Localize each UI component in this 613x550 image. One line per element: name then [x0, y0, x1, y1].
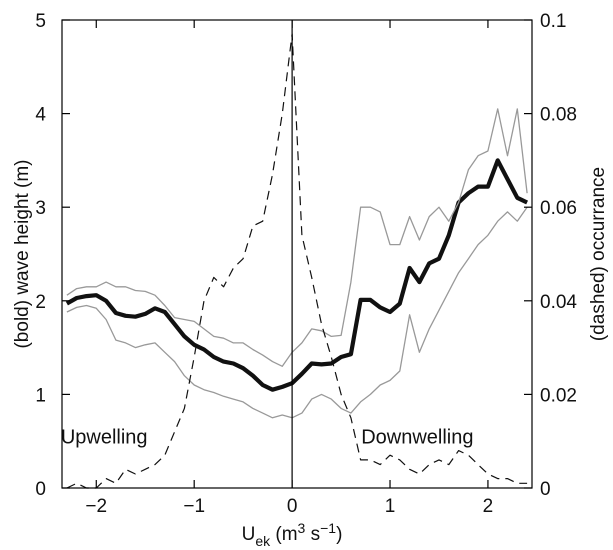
x-tick-label: −1 [183, 496, 205, 517]
y-axis-right-label: (dashed) occurrance [588, 167, 609, 341]
x-axis-label-units-mid: s [305, 524, 320, 545]
x-axis-label-sup2: −1 [320, 520, 336, 536]
y-right-tick-label: 0.02 [540, 385, 577, 406]
y-right-tick-label: 0 [540, 479, 551, 500]
y-right-tick-label: 0.1 [540, 11, 566, 32]
y-right-tick-label: 0.08 [540, 105, 577, 126]
x-axis-label-sub: ek [255, 533, 271, 549]
x-tick-label: 2 [483, 496, 494, 517]
y-left-tick-label: 3 [35, 198, 46, 219]
x-axis-label-units-close: ) [336, 524, 342, 545]
x-tick-label: 1 [385, 496, 396, 517]
y-left-tick-label: 4 [35, 105, 46, 126]
x-axis-label-units-open: (m [270, 524, 297, 545]
series-bold-line [65, 158, 529, 392]
y-left-tick-label: 5 [35, 11, 46, 32]
x-axis-label-base: U [242, 524, 256, 545]
plot-frame [61, 19, 533, 489]
series-thin-upper-line [66, 108, 528, 367]
x-axis-label-sup1: 3 [298, 520, 306, 536]
x-axis-label: Uek (m3 s−1) [242, 520, 343, 549]
series-thin-lower-line [66, 206, 528, 419]
y-left-tick-label: 2 [35, 292, 46, 313]
series-dashed-line [66, 33, 528, 489]
y-left-tick-label: 0 [35, 479, 46, 500]
annotation-upwelling: Upwelling [61, 427, 148, 449]
x-tick-label: 0 [287, 496, 298, 517]
y-right-tick-label: 0.04 [540, 292, 577, 313]
annotation-downwelling: Downwelling [361, 427, 473, 449]
y-left-tick-label: 1 [35, 385, 46, 406]
y-axis-left-label: (bold) wave height (m) [12, 159, 33, 348]
y-right-tick-label: 0.06 [540, 198, 577, 219]
x-tick-label: −2 [85, 496, 107, 517]
